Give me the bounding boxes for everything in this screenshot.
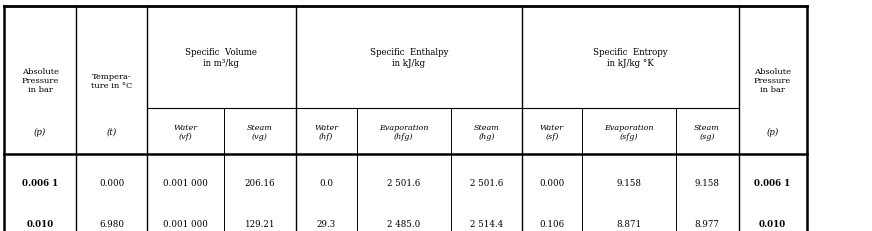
Text: Steam
(hg): Steam (hg) [473,123,500,140]
Text: (t): (t) [106,127,117,136]
Text: 0.000: 0.000 [99,178,124,187]
Text: 0.001 000: 0.001 000 [163,219,208,228]
Text: Absolute
Pressure
in bar: Absolute Pressure in bar [22,68,58,94]
Text: Specific  Volume
in m³/kg: Specific Volume in m³/kg [186,48,257,67]
Text: 2 514.4: 2 514.4 [470,219,503,228]
Text: (p): (p) [34,127,46,136]
Text: 9.158: 9.158 [617,178,641,187]
Text: 6.980: 6.980 [99,219,124,228]
Text: Evaporation
(sfg): Evaporation (sfg) [604,123,653,140]
Text: Tempera-
ture in °C: Tempera- ture in °C [91,72,133,89]
Text: Steam
(sg): Steam (sg) [694,123,720,140]
Text: 0.010: 0.010 [26,219,54,228]
Text: (p): (p) [766,127,779,136]
Text: Specific  Entropy
in kJ/kg °K: Specific Entropy in kJ/kg °K [593,48,668,67]
Text: 9.158: 9.158 [695,178,719,187]
Text: 0.010: 0.010 [759,219,787,228]
Text: 8.977: 8.977 [695,219,719,228]
Text: 2 501.6: 2 501.6 [470,178,503,187]
Text: 2 485.0: 2 485.0 [387,219,420,228]
Text: 2 501.6: 2 501.6 [387,178,420,187]
Text: Specific  Enthalpy
in kJ/kg: Specific Enthalpy in kJ/kg [370,48,448,67]
Text: Water
(hf): Water (hf) [314,123,338,140]
Text: Water
(sf): Water (sf) [540,123,564,140]
Text: 129.21: 129.21 [245,219,275,228]
Text: 8.871: 8.871 [617,219,641,228]
Text: 0.0: 0.0 [319,178,333,187]
Text: Steam
(vg): Steam (vg) [247,123,273,140]
Text: 0.106: 0.106 [540,219,564,228]
Text: 206.16: 206.16 [245,178,275,187]
Text: Evaporation
(hfg): Evaporation (hfg) [379,123,428,140]
Text: 29.3: 29.3 [317,219,336,228]
Text: 0.000: 0.000 [540,178,564,187]
Text: Water
(vf): Water (vf) [174,123,198,140]
Text: Absolute
Pressure
in bar: Absolute Pressure in bar [754,68,791,94]
Text: 0.006 1: 0.006 1 [22,178,58,187]
Text: 0.001 000: 0.001 000 [163,178,208,187]
Text: 0.006 1: 0.006 1 [754,178,791,187]
